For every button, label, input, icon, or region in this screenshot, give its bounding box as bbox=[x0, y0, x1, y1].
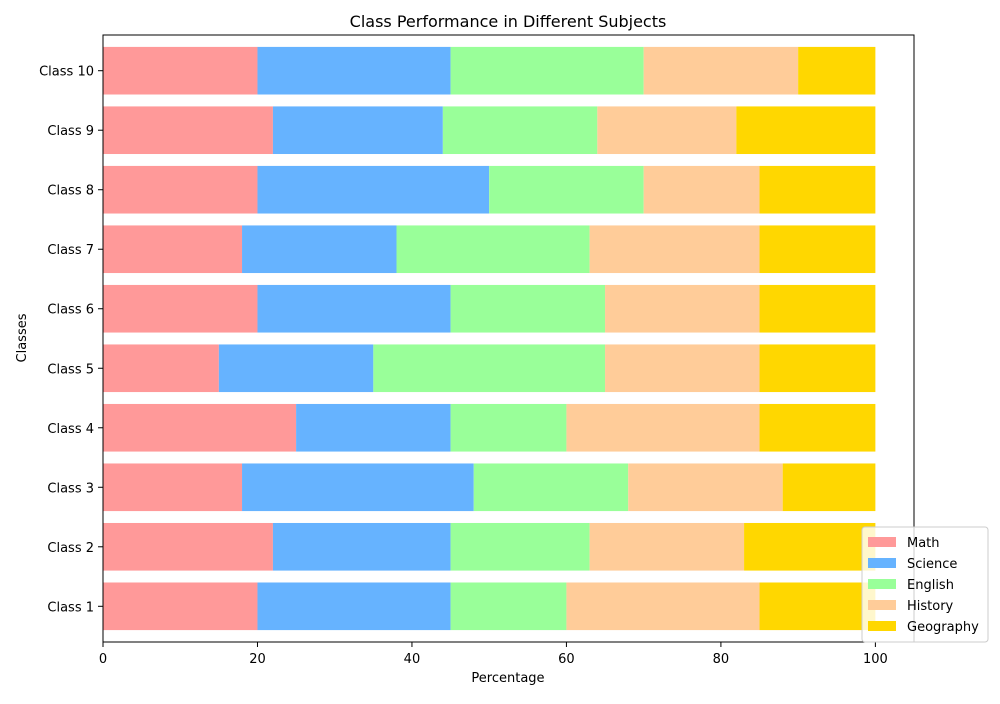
bar-geography-class-10 bbox=[798, 46, 876, 95]
bar-science-class-9 bbox=[272, 106, 443, 155]
bar-science-class-7 bbox=[242, 225, 397, 274]
x-tick-label: 40 bbox=[404, 652, 421, 667]
bar-science-class-2 bbox=[272, 522, 451, 571]
bar-science-class-10 bbox=[257, 46, 451, 95]
bar-math-class-3 bbox=[103, 463, 243, 512]
y-tick-label: Class 10 bbox=[39, 65, 94, 80]
bar-geography-class-7 bbox=[759, 225, 876, 274]
bar-geography-class-1 bbox=[759, 582, 876, 631]
bar-geography-class-2 bbox=[744, 522, 876, 571]
bar-history-class-2 bbox=[589, 522, 745, 571]
bar-science-class-6 bbox=[257, 284, 451, 333]
legend-frame bbox=[861, 526, 989, 643]
legend-swatch-geography bbox=[868, 621, 896, 631]
x-axis: 0 20 40 60 80 100 bbox=[99, 642, 888, 667]
bar-science-class-3 bbox=[242, 463, 474, 512]
bar-english-class-5 bbox=[373, 344, 606, 393]
bar-math-class-9 bbox=[103, 106, 273, 155]
bar-math-class-6 bbox=[103, 284, 258, 333]
chart-title: Class Performance in Different Subjects bbox=[350, 12, 667, 31]
y-tick-label: Class 6 bbox=[47, 303, 94, 318]
y-axis-title: Classes bbox=[15, 313, 30, 362]
bar-math-class-1 bbox=[103, 582, 258, 631]
legend-label-history: History bbox=[907, 599, 954, 614]
bar-science-class-8 bbox=[257, 165, 490, 214]
bar-history-class-9 bbox=[597, 106, 737, 155]
plot-frame bbox=[102, 34, 915, 643]
x-axis-title: Percentage bbox=[471, 671, 544, 686]
y-axis: Class 1 Class 2 Class 3 Class 4 Class 5 Class… bbox=[39, 65, 103, 615]
legend-label-science: Science bbox=[907, 557, 957, 572]
bar-english-class-8 bbox=[489, 165, 644, 214]
bar-math-class-10 bbox=[103, 46, 258, 95]
y-tick-label: Class 3 bbox=[47, 481, 94, 496]
x-tick-label: 100 bbox=[863, 652, 888, 667]
bar-geography-class-3 bbox=[782, 463, 876, 512]
bar-english-class-6 bbox=[450, 284, 606, 333]
bar-science-class-5 bbox=[218, 344, 374, 393]
x-tick-label: 20 bbox=[249, 652, 266, 667]
legend-swatch-science bbox=[868, 558, 896, 568]
bar-english-class-2 bbox=[450, 522, 590, 571]
bar-history-class-1 bbox=[566, 582, 760, 631]
bar-math-class-7 bbox=[103, 225, 243, 274]
y-tick-label: Class 5 bbox=[47, 362, 94, 377]
legend-label-english: English bbox=[907, 578, 954, 593]
bar-math-class-8 bbox=[103, 165, 258, 214]
legend-label-geography: Geography bbox=[907, 620, 979, 635]
bar-english-class-9 bbox=[442, 106, 598, 155]
bar-history-class-8 bbox=[643, 165, 760, 214]
legend[interactable]: Math Science English History Geography bbox=[861, 526, 989, 643]
bar-math-class-4 bbox=[103, 403, 297, 452]
legend-swatch-history bbox=[868, 600, 896, 610]
bar-history-class-5 bbox=[605, 344, 760, 393]
bar-english-class-4 bbox=[450, 403, 567, 452]
legend-swatch-english bbox=[868, 579, 896, 589]
y-tick-label: Class 2 bbox=[47, 541, 94, 556]
bar-geography-class-6 bbox=[759, 284, 876, 333]
y-tick-label: Class 1 bbox=[47, 600, 94, 615]
bar-history-class-7 bbox=[589, 225, 760, 274]
bar-english-class-7 bbox=[396, 225, 590, 274]
y-tick-label: Class 9 bbox=[47, 124, 94, 139]
legend-label-math: Math bbox=[907, 536, 940, 551]
legend-swatch-math bbox=[868, 537, 896, 547]
bar-english-class-3 bbox=[473, 463, 629, 512]
bar-geography-class-9 bbox=[736, 106, 876, 155]
bar-science-class-4 bbox=[296, 403, 451, 452]
x-tick-label: 0 bbox=[99, 652, 107, 667]
bar-history-class-4 bbox=[566, 403, 760, 452]
y-tick-label: Class 8 bbox=[47, 184, 94, 199]
bar-math-class-5 bbox=[103, 344, 219, 393]
y-tick-label: Class 4 bbox=[47, 422, 94, 437]
bar-english-class-10 bbox=[450, 46, 644, 95]
bar-history-class-3 bbox=[628, 463, 783, 512]
bar-history-class-10 bbox=[643, 46, 799, 95]
bar-geography-class-4 bbox=[759, 403, 876, 452]
bar-science-class-1 bbox=[257, 582, 451, 631]
bar-geography-class-8 bbox=[759, 165, 876, 214]
bar-english-class-1 bbox=[450, 582, 567, 631]
y-tick-label: Class 7 bbox=[47, 243, 94, 258]
bar-history-class-6 bbox=[605, 284, 760, 333]
x-tick-label: 60 bbox=[558, 652, 575, 667]
bar-geography-class-5 bbox=[759, 344, 876, 393]
bars-group bbox=[103, 46, 876, 631]
x-tick-label: 80 bbox=[713, 652, 730, 667]
bar-math-class-2 bbox=[103, 522, 273, 571]
